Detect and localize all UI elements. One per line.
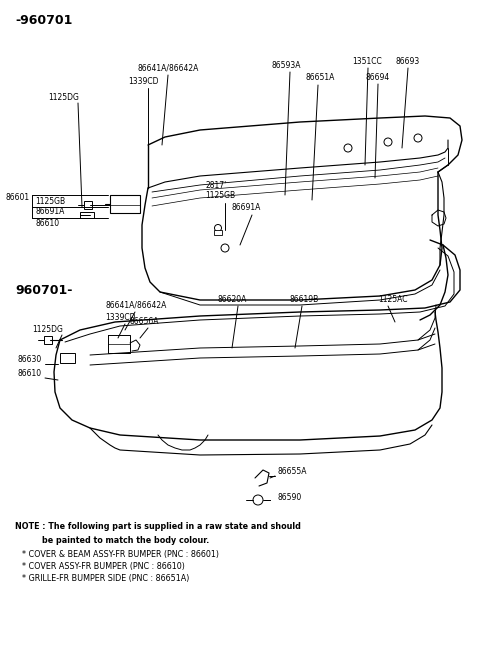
Text: 86641A/86642A: 86641A/86642A — [138, 64, 199, 72]
Text: 86590: 86590 — [278, 493, 302, 503]
Text: be painted to match the body colour.: be painted to match the body colour. — [42, 536, 209, 545]
Circle shape — [215, 225, 221, 231]
Text: -960701: -960701 — [15, 14, 72, 26]
Text: 1339CD: 1339CD — [105, 313, 135, 323]
FancyBboxPatch shape — [44, 336, 52, 344]
Text: 86656A: 86656A — [130, 317, 159, 327]
Text: * GRILLE-FR BUMPER SIDE (PNC : 86651A): * GRILLE-FR BUMPER SIDE (PNC : 86651A) — [22, 574, 190, 583]
FancyBboxPatch shape — [84, 201, 92, 209]
Text: 86610: 86610 — [18, 369, 42, 378]
Text: 86691A: 86691A — [35, 208, 64, 217]
FancyBboxPatch shape — [214, 230, 222, 235]
Text: 1351CC: 1351CC — [352, 58, 382, 66]
Text: 86619B: 86619B — [290, 296, 319, 304]
Text: 960701-: 960701- — [15, 284, 72, 296]
Text: 86651A: 86651A — [305, 74, 335, 83]
Text: 86691A: 86691A — [232, 204, 262, 212]
Text: 86630: 86630 — [18, 355, 42, 365]
Text: 86655A: 86655A — [278, 468, 308, 476]
Circle shape — [221, 244, 229, 252]
Circle shape — [414, 134, 422, 142]
FancyBboxPatch shape — [80, 212, 94, 218]
Circle shape — [253, 495, 263, 505]
Text: * COVER & BEAM ASSY-FR BUMPER (PNC : 86601): * COVER & BEAM ASSY-FR BUMPER (PNC : 866… — [22, 550, 219, 559]
Text: 86693: 86693 — [395, 58, 419, 66]
Text: 1125GB: 1125GB — [35, 196, 65, 206]
Text: 1125GB: 1125GB — [205, 191, 235, 200]
FancyBboxPatch shape — [110, 195, 140, 213]
Text: * COVER ASSY-FR BUMPER (PNC : 86610): * COVER ASSY-FR BUMPER (PNC : 86610) — [22, 562, 185, 571]
Text: NOTE : The following part is supplied in a raw state and should: NOTE : The following part is supplied in… — [15, 522, 301, 531]
Text: 1125DG: 1125DG — [48, 93, 79, 102]
Text: 2817': 2817' — [205, 181, 226, 189]
Text: 86610: 86610 — [35, 219, 59, 227]
Text: 1125AC: 1125AC — [378, 296, 408, 304]
Circle shape — [344, 144, 352, 152]
Text: 1125DG: 1125DG — [32, 325, 63, 334]
Text: 1339CD: 1339CD — [128, 78, 158, 87]
Text: 86641A/86642A: 86641A/86642A — [105, 300, 167, 309]
Circle shape — [384, 138, 392, 146]
Text: 86593A: 86593A — [272, 60, 301, 70]
Text: 86601: 86601 — [5, 193, 29, 202]
FancyBboxPatch shape — [60, 353, 75, 363]
Text: 86694: 86694 — [365, 74, 389, 83]
Text: 86620A: 86620A — [218, 296, 247, 304]
